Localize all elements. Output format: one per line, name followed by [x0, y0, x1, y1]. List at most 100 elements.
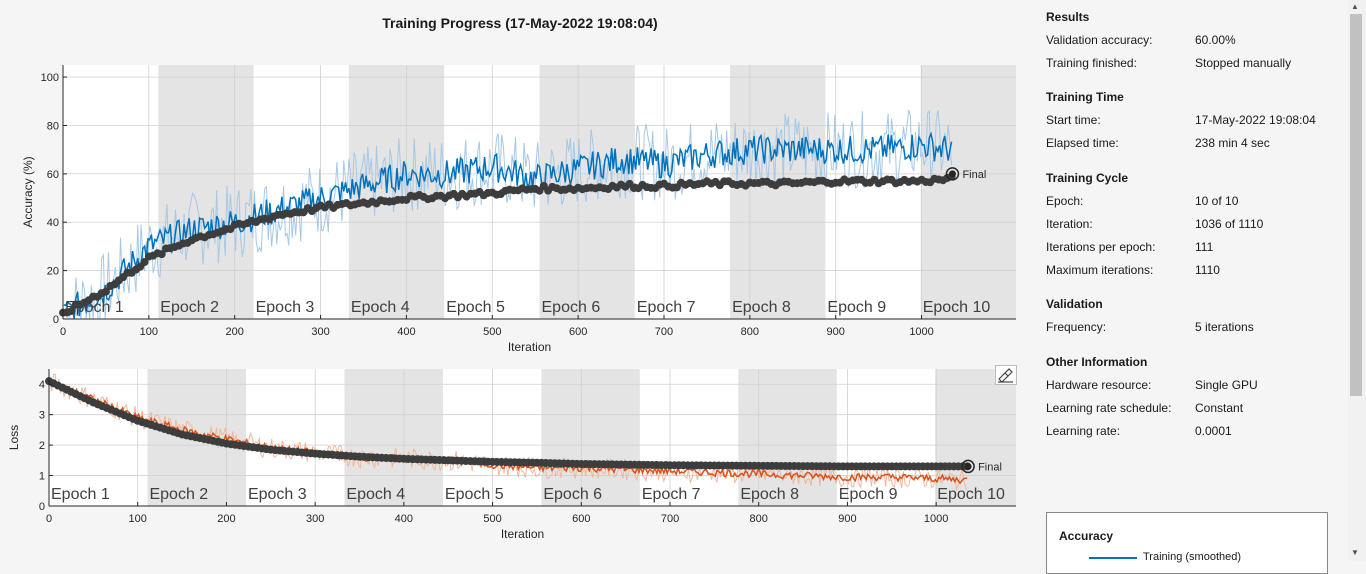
results-heading: Results	[1046, 10, 1090, 24]
loss-final-marker-dot	[964, 462, 972, 470]
validation-heading: Validation	[1046, 297, 1103, 311]
loss-epoch-label: Epoch 9	[839, 486, 898, 503]
loss-final-marker	[961, 459, 975, 474]
info-panel: Results Validation accuracy: 60.00% Trai…	[1040, 0, 1348, 574]
loss-epoch-shade	[935, 369, 1016, 506]
training-plots: Training Progress (17-May-2022 19:08:04)…	[7, 15, 1017, 541]
accuracy-validation-point	[67, 306, 76, 315]
accuracy-x-tick-label: 700	[655, 326, 673, 338]
legend-line-swatch	[1089, 557, 1137, 559]
info-value: 60.00%	[1195, 33, 1236, 47]
accuracy-epoch-shade	[348, 65, 445, 319]
accuracy-x-tick-label: 0	[60, 326, 66, 338]
other-info-heading: Other Information	[1046, 355, 1148, 369]
plots-svg: Final Epoch 1 Epoch 2 Epoch 3 Epoch 4 Epoch 5…	[7, 65, 1016, 541]
accuracy-epoch-shade	[920, 65, 1016, 319]
accuracy-epoch-label: Epoch 8	[732, 299, 791, 316]
accuracy-x-tick-label: 400	[397, 326, 415, 338]
accuracy-final-marker-dot	[948, 170, 956, 178]
info-value: 10 of 10	[1195, 194, 1239, 208]
accuracy-epoch-label: Epoch 6	[542, 299, 601, 316]
accuracy-epoch-label: Epoch 5	[446, 299, 505, 316]
accuracy-y-tick-label: 60	[47, 169, 59, 181]
info-key: Maximum iterations:	[1046, 263, 1154, 277]
scroll-up-arrow-icon[interactable]: ▲	[1351, 2, 1359, 11]
loss-epoch-label: Epoch 4	[346, 486, 405, 503]
legend-title: Accuracy	[1059, 529, 1114, 543]
accuracy-y-tick-label: 0	[53, 314, 59, 326]
accuracy-y-tick-label: 100	[41, 72, 59, 84]
loss-x-tick-label: 400	[395, 513, 413, 525]
info-key: Frequency:	[1046, 320, 1107, 334]
loss-epoch-label: Epoch 2	[149, 486, 208, 503]
brush-icon	[998, 368, 1013, 383]
loss-x-tick-label: 1000	[924, 513, 948, 525]
loss-x-tick-label: 800	[750, 513, 768, 525]
info-value: 0.0001	[1195, 424, 1232, 438]
accuracy-x-tick-label: 100	[140, 326, 158, 338]
legend-item-label: Training (smoothed)	[1143, 551, 1242, 563]
loss-y-tick-label: 0	[39, 501, 45, 513]
info-key: Epoch:	[1046, 194, 1084, 208]
accuracy-validation-point	[140, 258, 149, 267]
loss-y-tick-label: 4	[39, 379, 45, 391]
info-value: Constant	[1195, 401, 1244, 415]
loss-x-tick-label: 100	[129, 513, 147, 525]
accuracy-training-smoothed-line	[63, 131, 953, 320]
loss-epoch-label: Epoch 5	[445, 486, 504, 503]
loss-y-axis-label: Loss	[7, 425, 21, 450]
info-value: Stopped manually	[1195, 56, 1292, 70]
loss-y-tick-label: 1	[39, 471, 45, 483]
loss-x-axis-label: Iteration	[501, 527, 544, 541]
accuracy-epoch-shade	[730, 65, 826, 319]
accuracy-final-label: Final	[962, 169, 986, 181]
info-value: 238 min 4 sec	[1195, 136, 1270, 150]
loss-x-tick-label: 700	[661, 513, 679, 525]
info-key: Training finished:	[1046, 56, 1137, 70]
accuracy-epoch-label: Epoch 7	[637, 299, 696, 316]
loss-epoch-shade	[541, 369, 640, 506]
brush-tool-button[interactable]	[995, 365, 1017, 385]
accuracy-y-tick-label: 20	[47, 266, 59, 278]
loss-x-tick-label: 0	[46, 513, 52, 525]
accuracy-x-tick-label: 800	[741, 326, 759, 338]
accuracy-epoch-label: Epoch 3	[256, 299, 315, 316]
accuracy-validation-point	[101, 287, 110, 296]
training-time-heading: Training Time	[1046, 90, 1124, 104]
loss-epoch-label: Epoch 8	[740, 486, 799, 503]
loss-y-tick-label: 2	[39, 440, 45, 452]
accuracy-epoch-label: Epoch 10	[923, 299, 991, 316]
info-key: Learning rate:	[1046, 424, 1121, 438]
accuracy-x-tick-label: 900	[827, 326, 845, 338]
accuracy-validation-point	[157, 250, 166, 259]
loss-epoch-shade	[344, 369, 443, 506]
info-key: Start time:	[1046, 113, 1101, 127]
info-key: Iterations per epoch:	[1046, 240, 1156, 254]
scroll-thumb[interactable]	[1350, 14, 1362, 396]
loss-epoch-label: Epoch 7	[642, 486, 701, 503]
info-value: 1110	[1195, 263, 1220, 277]
accuracy-x-tick-label: 600	[569, 326, 587, 338]
accuracy-y-tick-label: 80	[47, 120, 59, 132]
loss-x-tick-label: 300	[306, 513, 324, 525]
loss-epoch-label: Epoch 1	[51, 486, 110, 503]
accuracy-y-axis-label: Accuracy (%)	[21, 156, 35, 227]
loss-x-tick-label: 600	[572, 513, 590, 525]
info-key: Learning rate schedule:	[1046, 401, 1172, 415]
accuracy-y-tick-label: 40	[47, 217, 59, 229]
accuracy-epoch-label: Epoch 4	[351, 299, 410, 316]
scroll-down-arrow-icon[interactable]: ▼	[1351, 548, 1359, 557]
loss-final-label: Final	[978, 461, 1002, 473]
info-value: 111	[1195, 240, 1214, 254]
info-value: 5 iterations	[1195, 320, 1254, 334]
accuracy-final-marker	[945, 167, 960, 181]
accuracy-x-axis-label: Iteration	[508, 340, 551, 354]
accuracy-epoch-label: Epoch 9	[827, 299, 886, 316]
accuracy-x-tick-label: 300	[311, 326, 329, 338]
info-value: 1036 of 1110	[1195, 217, 1264, 231]
info-value: Single GPU	[1195, 378, 1258, 392]
accuracy-x-tick-label: 500	[483, 326, 501, 338]
vertical-scrollbar[interactable]: ▲ ▼	[1348, 0, 1366, 561]
info-key: Elapsed time:	[1046, 136, 1119, 150]
accuracy-epoch-shade	[158, 65, 254, 319]
